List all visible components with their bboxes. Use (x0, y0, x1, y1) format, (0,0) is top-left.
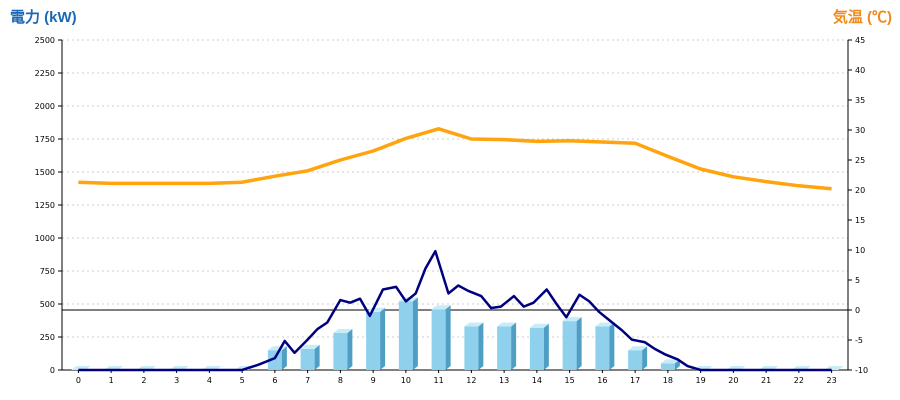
x-tick-label: 13 (499, 376, 509, 385)
left-tick-label: 250 (40, 333, 55, 342)
bar-side (543, 323, 549, 370)
x-tick-label: 15 (565, 376, 575, 385)
bar (628, 350, 643, 370)
bar-top (366, 307, 386, 312)
left-tick-label: 1750 (35, 135, 55, 144)
bar-top (660, 359, 680, 364)
bar-side (314, 344, 320, 370)
bar-top (595, 322, 615, 327)
right-tick-label: 10 (855, 246, 865, 255)
bar-side (281, 346, 287, 370)
x-tick-label: 20 (728, 376, 738, 385)
bar-side (642, 346, 648, 370)
bar (366, 311, 381, 370)
bar (398, 301, 413, 370)
bar-side (511, 322, 517, 370)
x-tick-label: 17 (630, 376, 640, 385)
x-tick-label: 16 (597, 376, 607, 385)
left-tick-label: 500 (40, 300, 55, 309)
bar-top (431, 305, 451, 310)
bar-side (609, 322, 615, 370)
x-tick-label: 11 (434, 376, 444, 385)
x-tick-label: 3 (174, 376, 179, 385)
left-tick-label: 2500 (35, 36, 55, 45)
right-tick-label: -10 (855, 366, 868, 375)
bar-top (497, 322, 517, 327)
bar (660, 363, 675, 370)
x-tick-label: 6 (272, 376, 277, 385)
bar (267, 350, 282, 370)
bar-side (380, 307, 386, 370)
x-tick-label: 5 (240, 376, 245, 385)
left-tick-label: 1500 (35, 168, 55, 177)
left-axis-title: 電力 (kW) (10, 9, 77, 26)
bar (595, 326, 610, 370)
x-tick-label: 4 (207, 376, 212, 385)
power-line (78, 249, 832, 372)
bar-side (478, 322, 484, 370)
bar (529, 327, 544, 370)
bar-top (628, 346, 648, 351)
right-tick-label: 30 (855, 126, 865, 135)
left-tick-label: 2000 (35, 102, 55, 111)
right-tick-label: 5 (855, 276, 860, 285)
bar-top (464, 322, 484, 327)
right-tick-label: 25 (855, 156, 865, 165)
bar (333, 333, 348, 370)
x-tick-label: 7 (305, 376, 310, 385)
left-tick-label: 1000 (35, 234, 55, 243)
right-axis-title: 気温 (℃) (832, 9, 892, 26)
right-tick-label: 35 (855, 96, 865, 105)
x-tick-label: 18 (663, 376, 673, 385)
x-tick-label: 10 (401, 376, 411, 385)
left-tick-label: 2250 (35, 69, 55, 78)
bar (464, 326, 479, 370)
right-tick-label: 20 (855, 186, 865, 195)
bar (300, 348, 315, 370)
bar (497, 326, 512, 370)
x-tick-label: 12 (466, 376, 476, 385)
x-tick-label: 19 (696, 376, 706, 385)
left-tick-label: 750 (40, 267, 55, 276)
x-tick-label: 0 (76, 376, 81, 385)
bar-side (347, 329, 353, 370)
bar-side (412, 297, 418, 370)
right-tick-label: 45 (855, 36, 865, 45)
bar-top (333, 329, 353, 334)
x-tick-label: 21 (761, 376, 771, 385)
bar-side (674, 359, 680, 370)
x-tick-label: 9 (371, 376, 376, 385)
left-tick-label: 1250 (35, 201, 55, 210)
x-tick-label: 8 (338, 376, 343, 385)
x-tick-label: 23 (827, 376, 837, 385)
x-tick-label: 1 (109, 376, 114, 385)
bar-side (576, 317, 582, 370)
left-tick-label: 0 (50, 366, 55, 375)
right-tick-label: 0 (855, 306, 860, 315)
bar-top (300, 344, 320, 349)
right-tick-label: -5 (855, 336, 863, 345)
right-tick-label: 40 (855, 66, 865, 75)
bar-side (445, 305, 451, 370)
bar (431, 309, 446, 370)
x-tick-label: 14 (532, 376, 542, 385)
x-tick-label: 22 (794, 376, 804, 385)
right-tick-label: 15 (855, 216, 865, 225)
bar-top (529, 323, 549, 328)
temperature-line (78, 127, 832, 191)
x-tick-label: 2 (141, 376, 146, 385)
bar-top (562, 317, 582, 322)
bar (562, 321, 577, 370)
